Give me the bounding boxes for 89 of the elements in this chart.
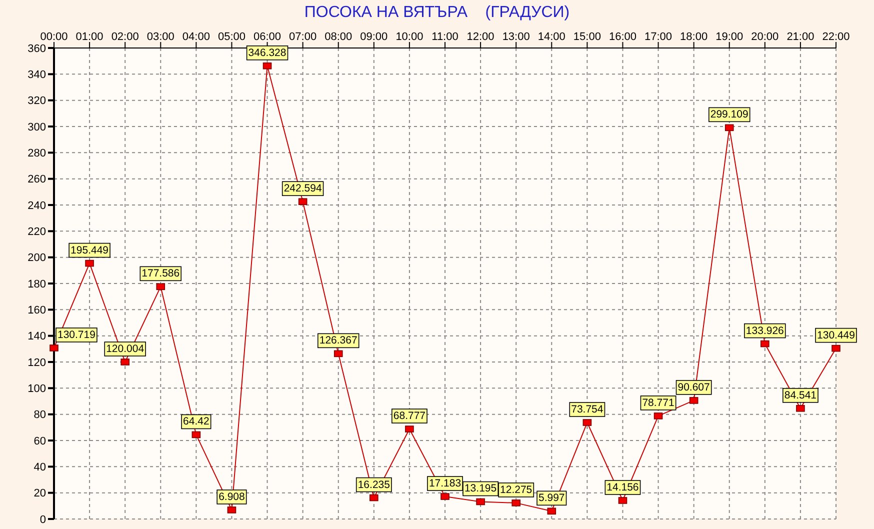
data-label: 195.449 — [70, 244, 109, 256]
x-tick-label: 01:00 — [76, 31, 104, 43]
point — [227, 506, 236, 514]
x-tick-label: 10:00 — [396, 31, 424, 43]
point — [724, 124, 734, 132]
point — [512, 500, 520, 506]
y-tick-label: 80 — [34, 409, 46, 422]
data-label: 78.771 — [642, 396, 674, 409]
point — [405, 426, 414, 432]
y-tick-label: 0 — [40, 514, 46, 526]
data-label: 130.449 — [817, 329, 856, 342]
point — [689, 397, 698, 404]
data-label: 130.719 — [57, 328, 96, 341]
x-tick-label: 04:00 — [182, 31, 210, 43]
x-tick-label: 07:00 — [289, 31, 317, 43]
y-tick-label: 280 — [28, 148, 46, 160]
data-label: 68.777 — [393, 410, 426, 422]
point — [50, 344, 58, 352]
x-tick-label: 17:00 — [644, 31, 672, 43]
data-label: 133.926 — [746, 324, 784, 337]
point — [334, 350, 343, 358]
x-tick-label: 14:00 — [538, 31, 566, 43]
y-tick-label: 340 — [28, 69, 46, 82]
y-tick-label: 120 — [28, 356, 46, 369]
y-tick-label: 240 — [28, 200, 46, 212]
x-tick-label: 12:00 — [466, 31, 494, 43]
point — [547, 508, 556, 515]
point — [120, 358, 130, 366]
y-tick-label: 260 — [28, 174, 46, 186]
x-tick-label: 11:00 — [432, 31, 458, 43]
y-tick-label: 200 — [28, 252, 46, 264]
y-tick-label: 100 — [28, 383, 46, 396]
y-tick-label: 160 — [28, 304, 46, 317]
y-tick-label: 360 — [28, 42, 46, 55]
x-tick-label: 21:00 — [786, 31, 814, 43]
data-label: 90.607 — [678, 381, 710, 394]
x-tick-label: 05:00 — [218, 31, 246, 43]
point — [298, 198, 308, 206]
y-tick-label: 40 — [34, 462, 46, 474]
point — [192, 431, 201, 438]
point — [618, 497, 628, 504]
y-tick-label: 320 — [28, 95, 46, 108]
x-tick-label: 08:00 — [324, 31, 352, 43]
data-label: 17.183 — [428, 478, 462, 490]
y-tick-label: 220 — [28, 226, 46, 238]
point — [476, 498, 485, 506]
data-label: 126.367 — [319, 334, 358, 347]
data-label: 120.004 — [106, 342, 144, 355]
data-label: 299.109 — [710, 108, 748, 121]
data-label: 346.328 — [248, 46, 286, 59]
x-tick-label: 09:00 — [360, 31, 388, 43]
point — [370, 494, 378, 502]
chart-title: ПОСОКА НА ВЯТЪРА (ГРАДУСИ) — [303, 4, 571, 22]
data-label: 14.156 — [606, 481, 639, 494]
data-label: 73.754 — [571, 404, 604, 416]
y-tick-label: 300 — [28, 121, 46, 134]
data-label: 64.42 — [183, 416, 210, 428]
point — [832, 344, 840, 352]
y-tick-label: 140 — [28, 330, 46, 343]
point — [156, 283, 166, 290]
data-label: 5.997 — [538, 492, 565, 504]
data-label: 6.908 — [218, 490, 246, 503]
x-tick-label: 13:00 — [502, 31, 530, 43]
y-tick-label: 60 — [34, 435, 46, 448]
x-tick-label: 00:00 — [40, 31, 68, 43]
data-label: 242.594 — [284, 182, 322, 195]
data-label: 177.586 — [142, 268, 180, 280]
x-tick-label: 15:00 — [573, 31, 601, 43]
x-tick-label: 16:00 — [608, 31, 636, 43]
point — [262, 62, 272, 70]
point — [760, 340, 770, 348]
x-tick-label: 19:00 — [716, 31, 744, 43]
point — [85, 260, 94, 267]
point — [440, 493, 450, 500]
y-tick-label: 20 — [34, 488, 46, 500]
data-label: 16.235 — [358, 478, 390, 491]
point — [582, 419, 592, 426]
x-tick-label: 18:00 — [680, 31, 708, 43]
data-label: 12.275 — [500, 484, 532, 496]
x-tick-label: 20:00 — [751, 31, 779, 43]
x-tick-label: 02:00 — [111, 31, 139, 43]
data-label: 84.541 — [784, 389, 817, 402]
x-tick-label: 06:00 — [254, 31, 282, 43]
data-label: 13.195 — [464, 482, 497, 495]
point — [654, 412, 663, 420]
y-tick-label: 180 — [28, 278, 46, 290]
point — [796, 404, 805, 412]
x-tick-label: 03:00 — [146, 31, 174, 43]
x-tick-label: 22:00 — [822, 31, 850, 43]
